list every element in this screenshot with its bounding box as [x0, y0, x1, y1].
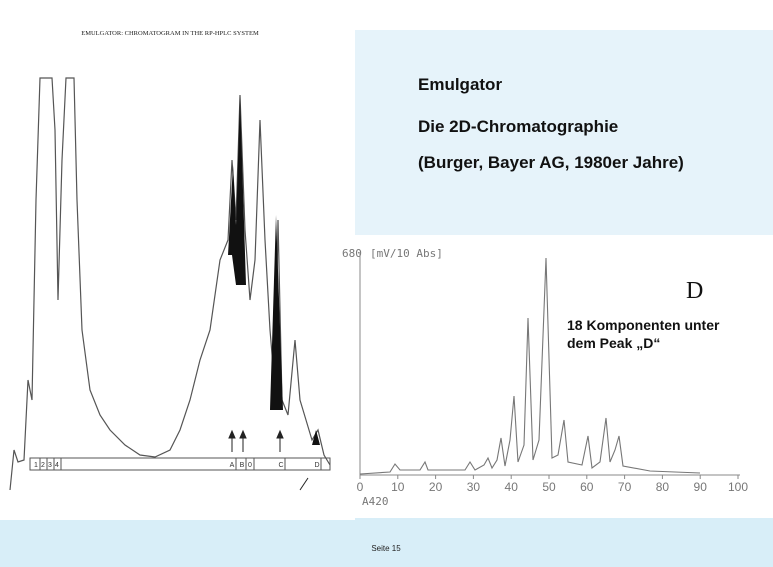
left-title: EMULGATOR: CHROMATOGRAM IN THE RP-HPLC S… [81, 30, 259, 37]
segment-label: 2 [41, 462, 45, 469]
segment-label: D [314, 462, 319, 469]
note: 18 Komponenten unter [567, 317, 720, 333]
left-figure-bg [0, 0, 355, 520]
shaded-peak [228, 95, 246, 285]
segment-label: 1 [34, 462, 38, 469]
x-tick-label: 0 [357, 480, 364, 494]
shaded-peak [270, 215, 283, 410]
heading-title: Emulgator [418, 75, 502, 94]
x-tick-label: 70 [618, 480, 632, 494]
x-label: A420 [362, 495, 389, 508]
page-number: Seite 15 [371, 544, 401, 553]
x-tick-label: 30 [467, 480, 481, 494]
x-tick-label: 40 [505, 480, 519, 494]
segment-strip [29, 457, 331, 471]
segment-label: C [278, 462, 283, 469]
y-unit: [mV/10 Abs] [370, 247, 443, 260]
x-tick-label: 20 [429, 480, 443, 494]
segment-label: A [230, 462, 235, 469]
y-label: 680 [342, 247, 362, 260]
heading-line: (Burger, Bayer AG, 1980er Jahre) [418, 153, 684, 172]
x-tick-label: 90 [694, 480, 708, 494]
x-tick-label: 60 [580, 480, 594, 494]
right-trace [359, 257, 701, 475]
peak-letter: D [686, 278, 703, 304]
x-tick-label: 50 [542, 480, 556, 494]
heading-panel [355, 30, 773, 235]
segment-label: 0 [248, 462, 252, 469]
footer-band [0, 518, 773, 567]
arrows [228, 429, 309, 491]
segment-label: 4 [55, 462, 59, 469]
x-tick-label: 10 [391, 480, 405, 494]
shaded-peak [312, 430, 320, 445]
note: dem Peak „D“ [567, 335, 660, 351]
x-tick-label: 100 [728, 480, 748, 494]
segment-label: 3 [48, 462, 52, 469]
heading-line: Die 2D-Chromatographie [418, 117, 618, 136]
segment-label: B [240, 462, 245, 469]
x-tick-label: 80 [656, 480, 670, 494]
x-ticks: 0 10 20 30 40 50 60 70 80 90 100 [357, 475, 748, 494]
